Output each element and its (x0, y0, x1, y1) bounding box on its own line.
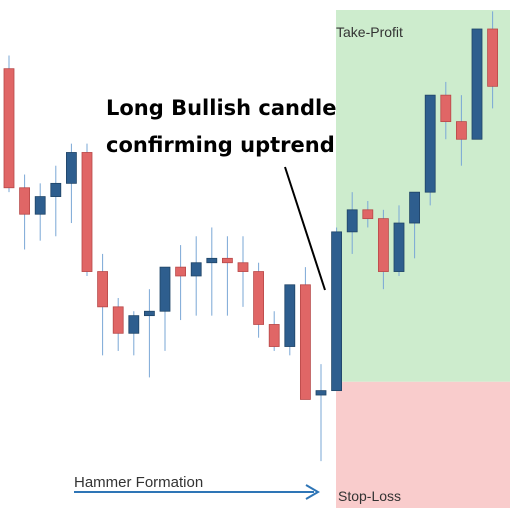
candle-body-20 (299, 284, 311, 400)
annotation-pointer-line (284, 166, 326, 291)
candle-body-27 (409, 191, 421, 224)
candles-group (3, 11, 499, 462)
candle-body-28 (424, 94, 436, 193)
annotation-line-1: Long Bullish candle (106, 96, 336, 120)
candle-body-21 (315, 390, 327, 396)
hammer-formation-label: Hammer Formation (74, 474, 203, 491)
annotation-line-2: confirming uptrend (106, 133, 335, 157)
candle-body-12 (175, 266, 187, 277)
candle-body-25 (377, 218, 389, 272)
candle-body-15 (221, 257, 233, 264)
candle-body-7 (97, 271, 108, 308)
candle-body-22 (331, 231, 343, 392)
candle-body-31 (471, 28, 483, 140)
candle-body-18 (268, 324, 280, 347)
candle-body-16 (237, 262, 249, 272)
candle-body-9 (128, 315, 140, 334)
candle-body-17 (253, 271, 265, 325)
candle-body-13 (190, 262, 202, 277)
candle-body-30 (455, 121, 467, 140)
candle-body-19 (284, 284, 296, 347)
candle-body-24 (362, 209, 374, 220)
hammer-arrow-head (305, 484, 320, 500)
candle-body-4 (50, 182, 62, 197)
candle-body-5 (66, 152, 77, 184)
candle-body-2 (19, 187, 31, 215)
candle-body-23 (346, 209, 358, 233)
candle-body-1 (3, 68, 15, 189)
candle-body-8 (112, 306, 124, 334)
candle-body-10 (143, 310, 155, 317)
stop-loss-zone (336, 381, 510, 508)
candle-body-26 (393, 222, 405, 272)
candle-body-3 (34, 196, 46, 215)
candle-body-29 (440, 94, 452, 123)
candle-body-6 (81, 152, 93, 272)
take-profit-label: Take-Profit (336, 24, 403, 40)
stop-loss-label: Stop-Loss (338, 488, 401, 504)
candle-body-32 (487, 28, 499, 87)
candle-body-14 (206, 257, 218, 264)
take-profit-zone (336, 10, 510, 382)
candle-body-11 (159, 266, 171, 312)
